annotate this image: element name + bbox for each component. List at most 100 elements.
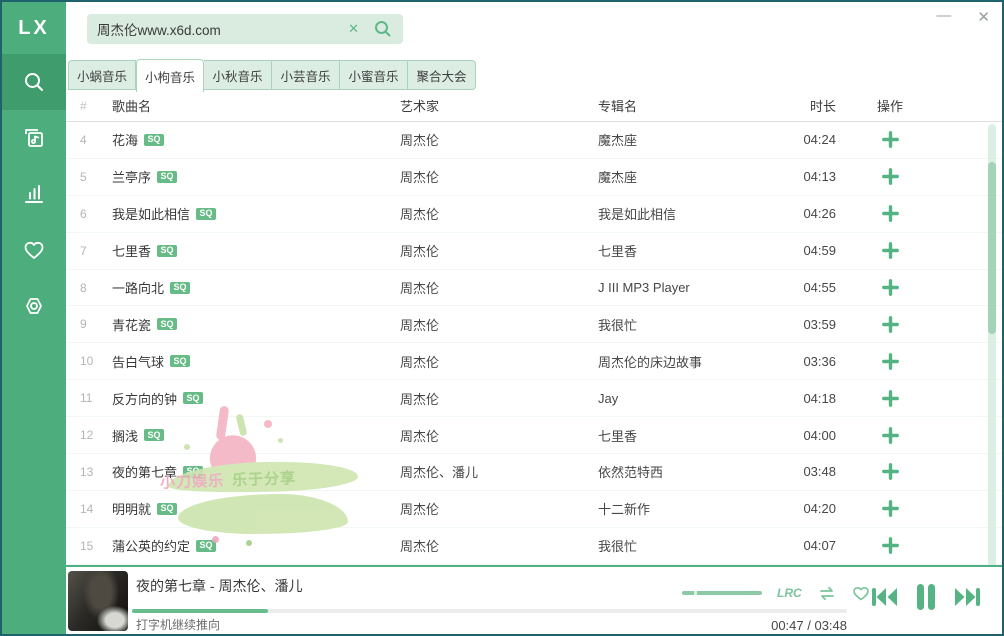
quality-badge: SQ <box>157 318 178 331</box>
minimize-button[interactable]: — <box>936 7 952 24</box>
song-name: 反方向的钟 <box>112 391 178 407</box>
song-album: 我很忙 <box>598 539 638 555</box>
song-name: 七里香 <box>112 244 152 260</box>
next-button[interactable] <box>954 586 982 608</box>
song-artist: 周杰伦 <box>400 428 440 444</box>
header-artist: 艺术家 <box>400 99 440 114</box>
plus-icon <box>881 537 899 555</box>
table-row[interactable]: 11 反方向的钟 SQ 周杰伦 Jay 04:18 <box>66 380 1002 418</box>
scrollbar-thumb[interactable] <box>988 162 996 334</box>
table-row[interactable]: 12 搁浅 SQ 周杰伦 七里香 04:00 <box>66 417 1002 455</box>
search-bar[interactable]: ✕ <box>87 14 403 44</box>
time-display: 00:47 / 03:48 <box>771 618 847 633</box>
song-album: 七里香 <box>598 244 638 260</box>
plus-icon <box>881 463 899 481</box>
song-name: 夜的第七章 <box>112 465 178 481</box>
volume-slider[interactable] <box>682 591 762 595</box>
table-row[interactable]: 14 明明就 SQ 周杰伦 十二新作 04:20 <box>66 491 1002 528</box>
table-row[interactable]: 9 青花瓷 SQ 周杰伦 我很忙 03:59 <box>66 306 1002 344</box>
add-song-button[interactable] <box>880 351 901 372</box>
source-tab[interactable]: 小蜜音乐 <box>340 60 408 90</box>
love-song-button[interactable] <box>852 585 870 601</box>
plus-icon <box>881 131 899 149</box>
sidebar-item-search[interactable] <box>2 54 66 110</box>
song-artist: 周杰伦 <box>400 170 440 186</box>
add-song-button[interactable] <box>880 314 901 335</box>
add-song-button[interactable] <box>880 203 901 224</box>
next-icon <box>955 588 980 606</box>
table-row[interactable]: 8 一路向北 SQ 周杰伦 J III MP3 Player 04:55 <box>66 270 1002 307</box>
sidebar: LX <box>2 2 66 634</box>
source-tab[interactable]: 小芸音乐 <box>272 60 340 90</box>
player-bar: 夜的第七章 - 周杰伦、潘儿 打字机继续推向 LRC 00:47 / 03:48 <box>66 565 1002 634</box>
source-tab[interactable]: 小秋音乐 <box>204 60 272 90</box>
song-name-cell: 一路向北 SQ <box>112 278 400 297</box>
search-input[interactable] <box>97 21 349 37</box>
header-song-name: 歌曲名 <box>112 99 152 114</box>
sidebar-item-leaderboard[interactable] <box>2 166 66 222</box>
search-submit-icon[interactable] <box>373 19 393 39</box>
bar-chart-icon <box>25 185 43 203</box>
song-artist: 周杰伦 <box>400 502 440 518</box>
song-artist: 周杰伦 <box>400 317 440 333</box>
repeat-mode-button[interactable] <box>817 586 837 601</box>
add-song-button[interactable] <box>880 388 901 409</box>
add-song-button[interactable] <box>880 129 901 150</box>
source-tab[interactable]: 小枸音乐 <box>136 59 204 92</box>
search-icon <box>25 73 43 91</box>
song-duration: 03:36 <box>803 353 836 369</box>
table-row[interactable]: 7 七里香 SQ 周杰伦 七里香 04:59 <box>66 233 1002 270</box>
source-tab[interactable]: 小蜗音乐 <box>68 60 136 90</box>
table-row[interactable]: 15 蒲公英的约定 SQ 周杰伦 我很忙 04:07 <box>66 528 1002 565</box>
plus-icon <box>881 168 899 186</box>
table-row[interactable]: 13 夜的第七章 SQ 周杰伦、潘儿 依然范特西 03:48 <box>66 454 1002 491</box>
add-song-button[interactable] <box>880 240 901 261</box>
plus-icon <box>881 500 899 518</box>
music-list-icon <box>25 129 43 147</box>
pause-icon <box>917 584 935 610</box>
add-song-button[interactable] <box>880 425 901 446</box>
song-duration: 04:26 <box>803 206 836 222</box>
song-name: 蒲公英的约定 <box>112 539 191 555</box>
song-index: 13 <box>80 464 94 479</box>
song-duration: 04:20 <box>803 501 836 517</box>
pause-button[interactable] <box>915 583 937 611</box>
table-row[interactable]: 6 我是如此相信 SQ 周杰伦 我是如此相信 04:26 <box>66 196 1002 233</box>
song-album: J III MP3 Player <box>598 280 690 295</box>
album-art[interactable] <box>68 571 128 631</box>
add-song-button[interactable] <box>880 277 901 298</box>
add-song-button[interactable] <box>880 166 901 187</box>
scrollbar-track[interactable] <box>988 124 996 572</box>
sidebar-item-settings[interactable] <box>2 278 66 334</box>
previous-button[interactable] <box>870 586 898 608</box>
table-row[interactable]: 10 告白气球 SQ 周杰伦 周杰伦的床边故事 03:36 <box>66 343 1002 381</box>
quality-badge: SQ <box>157 502 178 515</box>
song-name: 青花瓷 <box>112 317 152 333</box>
sidebar-item-music-list[interactable] <box>2 110 66 166</box>
table-row[interactable]: 5 兰亭序 SQ 周杰伦 魔杰座 04:13 <box>66 159 1002 196</box>
quality-badge: SQ <box>144 133 165 146</box>
add-song-button[interactable] <box>880 535 901 556</box>
clear-search-icon[interactable]: ✕ <box>348 21 359 36</box>
song-name-cell: 我是如此相信 SQ <box>112 204 400 223</box>
quality-badge: SQ <box>196 207 217 220</box>
table-body: 4 花海 SQ 周杰伦 魔杰座 04:24 5 兰亭序 SQ <box>66 122 1002 565</box>
table-row[interactable]: 4 花海 SQ 周杰伦 魔杰座 04:24 <box>66 122 1002 159</box>
song-artist: 周杰伦 <box>400 354 440 370</box>
header-duration: 时长 <box>809 99 836 114</box>
sidebar-item-favorites[interactable] <box>2 222 66 278</box>
progress-bar[interactable] <box>132 609 847 613</box>
add-song-button[interactable] <box>880 498 901 519</box>
song-duration: 04:18 <box>803 390 836 406</box>
quality-badge: SQ <box>157 170 178 183</box>
song-album: 依然范特西 <box>598 465 664 481</box>
lyrics-toggle-button[interactable]: LRC <box>777 586 802 600</box>
close-button[interactable]: ✕ <box>977 9 990 26</box>
song-name: 告白气球 <box>112 354 165 370</box>
quality-badge: SQ <box>157 244 178 257</box>
add-song-button[interactable] <box>880 461 901 482</box>
song-album: 我是如此相信 <box>598 207 677 223</box>
song-artist: 周杰伦 <box>400 281 440 296</box>
source-tab[interactable]: 聚合大会 <box>408 60 476 90</box>
song-index: 6 <box>80 206 87 221</box>
